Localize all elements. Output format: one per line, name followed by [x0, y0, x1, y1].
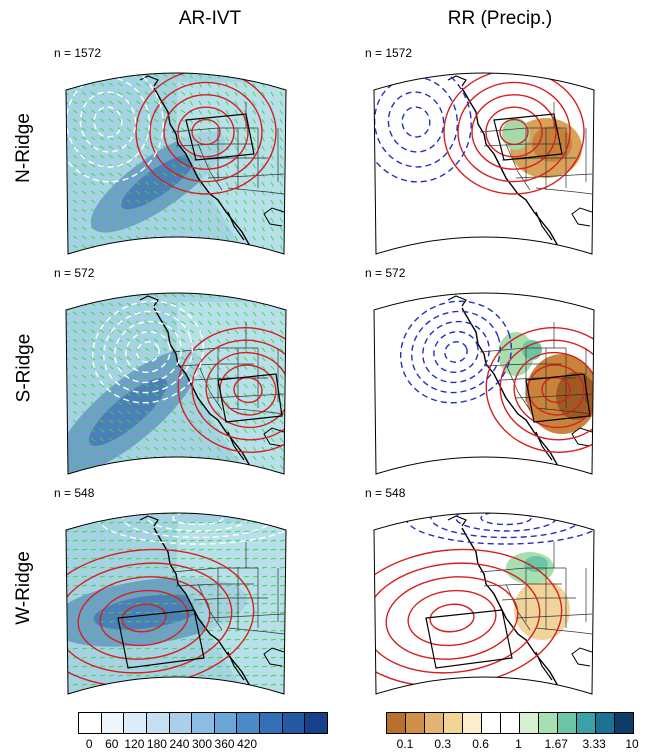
rr-swatch [577, 713, 596, 733]
sample-count-w-ridge-ivt: n = 548 [54, 486, 95, 500]
rr-swatch [539, 713, 558, 733]
rr-swatch [615, 713, 633, 733]
rr-swatch [444, 713, 463, 733]
sample-count-w-ridge-rr: n = 548 [365, 486, 406, 500]
ivt-tick-label: 360 [214, 737, 235, 751]
rr-swatch [501, 713, 520, 733]
ivt-swatch [146, 713, 170, 733]
rr-swatch [596, 713, 615, 733]
ivt-swatch [169, 713, 193, 733]
map-panel-n-ridge-rr [366, 62, 602, 258]
rr-swatch [520, 713, 539, 733]
rr-tick-label: 10 [625, 737, 639, 751]
sample-count-n-ridge-rr: n = 1572 [365, 46, 413, 60]
colorbar-rr-precip [386, 712, 634, 734]
column-title-rr-precip: RR (Precip.) [447, 8, 553, 29]
sample-count-s-ridge-rr: n = 572 [365, 266, 406, 280]
rr-swatch [406, 713, 425, 733]
rr-tick-label: 3.33 [582, 737, 606, 751]
rr-swatch [425, 713, 444, 733]
ivt-tick-label: 240 [169, 737, 190, 751]
ivt-swatch [101, 713, 125, 733]
row-label-s-ridge: S-Ridge [13, 333, 34, 403]
map-panel-n-ridge-ivt [58, 62, 294, 258]
colorbar-ar-ivt [78, 712, 328, 734]
rr-swatch [463, 713, 482, 733]
rr-swatch [482, 713, 501, 733]
ivt-swatch [79, 713, 102, 733]
rr-tick-label: 1 [515, 737, 522, 751]
column-title-ar-ivt: AR-IVT [178, 8, 242, 29]
ivt-tick-label: 60 [105, 737, 119, 751]
sample-count-n-ridge-ivt: n = 1572 [54, 46, 102, 60]
ivt-swatch [260, 713, 283, 733]
row-label-w-ridge: W-Ridge [13, 551, 34, 625]
map-panel-w-ridge-ivt [58, 502, 294, 698]
ivt-swatch [124, 713, 147, 733]
rr-tick-label: 0.6 [472, 737, 489, 751]
ivt-swatch [282, 713, 306, 733]
map-panel-w-ridge-rr [366, 502, 602, 698]
row-label-n-ridge: N-Ridge [13, 113, 35, 183]
rr-tick-label: 1.67 [544, 737, 568, 751]
rr-swatch [558, 713, 577, 733]
ivt-swatch [305, 713, 328, 733]
map-panel-s-ridge-ivt [58, 282, 294, 478]
ivt-tick-label: 300 [191, 737, 213, 751]
rr-swatch [387, 713, 406, 733]
ivt-swatch [237, 713, 261, 733]
ivt-swatch [214, 713, 238, 733]
ivt-tick-label: 420 [237, 737, 258, 751]
ivt-swatch [192, 713, 215, 733]
rr-tick-label: 0.3 [434, 737, 452, 751]
sample-count-s-ridge-ivt: n = 572 [54, 266, 95, 280]
rr-tick-label: 0.1 [396, 737, 414, 751]
map-panel-s-ridge-rr [366, 282, 602, 478]
ivt-tick-label: 120 [124, 737, 145, 751]
ivt-tick-label: 180 [146, 737, 167, 751]
ivt-tick-label: 0 [85, 737, 93, 751]
